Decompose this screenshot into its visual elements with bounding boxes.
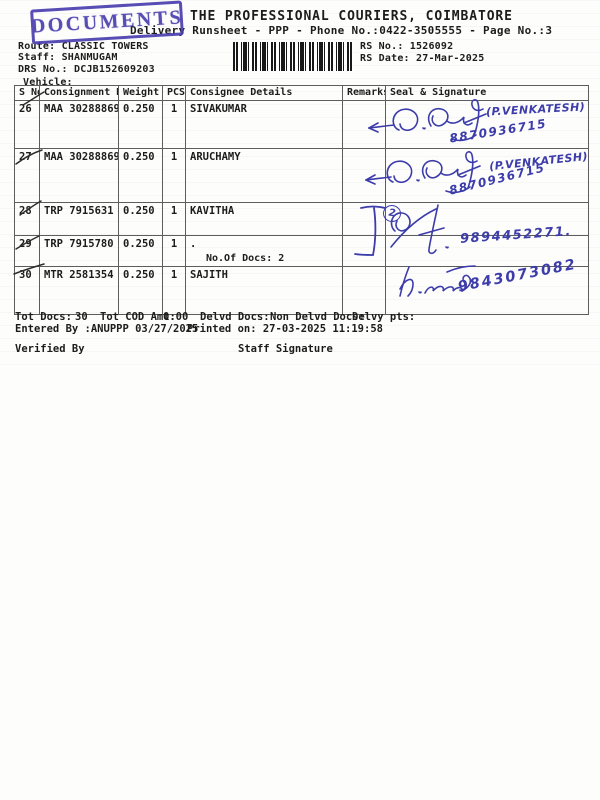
cell-s-no: 30	[14, 266, 40, 315]
staff-line: Staff: SHANMUGAM	[18, 52, 118, 63]
rs-date-value: 27-Mar-2025	[416, 53, 485, 64]
header-consignee: Consignee Details	[185, 85, 343, 101]
drs-line: DRS No.: DCJB152609203	[18, 64, 155, 75]
cell-pcs: 1	[162, 266, 186, 315]
route-line: Route: CLASSIC TOWERS	[18, 41, 149, 52]
rs-no-value: 1526092	[409, 41, 454, 52]
drs-label: DRS No.:	[18, 64, 68, 75]
header-weight: Weight	[118, 85, 163, 101]
route-value: CLASSIC TOWERS	[61, 41, 149, 52]
company-title: THE PROFESSIONAL COURIERS, COIMBATORE	[190, 9, 513, 24]
consignee-value: .	[190, 238, 197, 250]
runsheet-subtitle: Delivery Runsheet - PPP - Phone No.:0422…	[130, 24, 553, 37]
table-row: 30 MTR 2581354 0.250 1 SAJITH	[14, 266, 589, 315]
consignment-table: S No Consignment No Weight PCS Consignee…	[14, 85, 589, 315]
cell-consignee: SAJITH	[185, 266, 343, 315]
tot-docs-value: 30	[75, 311, 88, 323]
cell-consignment-no: MTR 2581354	[39, 266, 119, 315]
delvy-pts-label: Delvy pts:	[352, 311, 416, 323]
barcode	[233, 42, 354, 71]
tot-cod-value: 0.00	[163, 311, 189, 323]
cell-pcs: 1	[162, 100, 186, 149]
cell-s-no: 26	[14, 100, 40, 149]
cell-consignment-no: TRP 7915631	[39, 202, 119, 236]
cell-remarks	[342, 148, 386, 203]
table-header-row: S No Consignment No Weight PCS Consignee…	[14, 85, 589, 101]
cell-s-no: 29	[14, 235, 40, 267]
rs-date-label: RS Date:	[360, 53, 410, 64]
staff-label: Staff:	[18, 52, 56, 63]
staff-signature-label: Staff Signature	[238, 343, 333, 355]
rs-no-line: RS No.: 1526092	[360, 41, 453, 52]
vehicle-line: Vehicle:	[23, 77, 73, 88]
header-consignment-no: Consignment No	[39, 85, 119, 101]
cell-consignee: KAVITHA	[185, 202, 343, 236]
cell-consignee: ARUCHAMY	[185, 148, 343, 203]
cell-weight: 0.250	[118, 100, 163, 149]
cell-pcs: 1	[162, 148, 186, 203]
header-seal-signature: Seal & Signature	[385, 85, 589, 101]
route-label: Route:	[18, 41, 56, 52]
tot-cod-label: Tot COD Amt:	[100, 311, 176, 323]
cell-s-no: 28	[14, 202, 40, 236]
cell-weight: 0.250	[118, 148, 163, 203]
header-pcs: PCS	[162, 85, 186, 101]
tot-docs-label: Tot Docs:	[15, 311, 72, 323]
non-delvd-docs-label: Non Delvd Docs:	[270, 311, 365, 323]
cell-pcs: 1	[162, 235, 186, 267]
cell-consignee: SIVAKUMAR	[185, 100, 343, 149]
table-row: 28 TRP 7915631 0.250 1 KAVITHA	[14, 202, 589, 236]
cell-s-no: 27	[14, 148, 40, 203]
cell-weight: 0.250	[118, 266, 163, 315]
header-remarks: Remarks	[342, 85, 386, 101]
printed-on-line: Printed on: 27-03-2025 11:19:58	[187, 323, 383, 335]
delvd-docs-label: Delvd Docs:	[200, 311, 270, 323]
cell-seal-signature	[385, 266, 589, 315]
cell-remarks	[342, 266, 386, 315]
vehicle-label: Vehicle:	[23, 77, 73, 88]
cell-consignment-no: MAA 302888698	[39, 148, 119, 203]
cell-remarks	[342, 202, 386, 236]
rs-no-label: RS No.:	[360, 41, 404, 52]
cell-consignment-no: TRP 7915780	[39, 235, 119, 267]
header-s-no: S No	[14, 85, 40, 101]
documents-stamp: DOCUMENTS	[30, 0, 184, 45]
cell-pcs: 1	[162, 202, 186, 236]
cell-remarks	[342, 100, 386, 149]
entered-by-line: Entered By :ANUPPP 03/27/2025	[15, 323, 199, 335]
verified-by-label: Verified By	[15, 343, 85, 355]
cell-weight: 0.250	[118, 235, 163, 267]
cell-consignee: . No.Of Docs: 2	[185, 235, 343, 267]
docs-count-note: No.Of Docs: 2	[206, 253, 285, 264]
table-row: 26 MAA 302888699 0.250 1 SIVAKUMAR	[14, 100, 589, 149]
cell-weight: 0.250	[118, 202, 163, 236]
cell-remarks	[342, 235, 386, 267]
rs-date-line: RS Date: 27-Mar-2025	[360, 53, 484, 64]
staff-value: SHANMUGAM	[61, 52, 118, 63]
drs-value: DCJB152609203	[74, 64, 155, 75]
cell-consignment-no: MAA 302888699	[39, 100, 119, 149]
